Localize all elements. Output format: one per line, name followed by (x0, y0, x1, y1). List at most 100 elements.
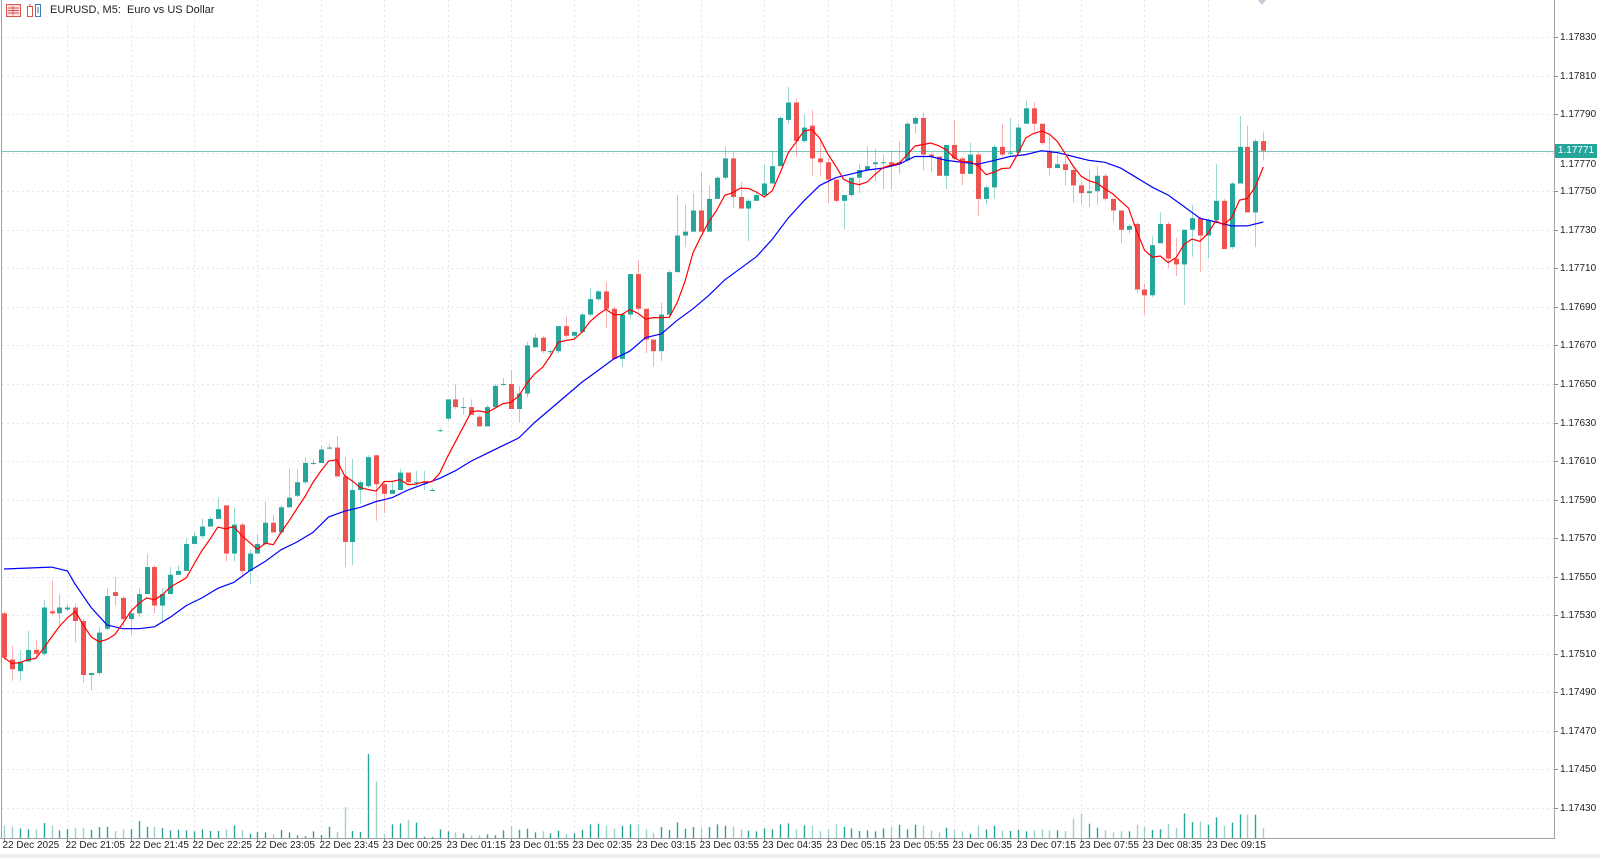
candle (849, 177, 854, 197)
price-tick-label: 1.17490 (1560, 686, 1597, 698)
candle (873, 148, 878, 182)
candle (1238, 116, 1243, 184)
candle-body (73, 607, 78, 622)
candle-body (651, 339, 656, 352)
chart-menu-icon[interactable] (6, 3, 21, 17)
candle-body (937, 156, 942, 176)
candle-body (588, 299, 593, 315)
candle-body (1055, 164, 1060, 169)
candle (287, 468, 292, 508)
candle (976, 152, 981, 217)
candle-body (612, 308, 617, 359)
candle (746, 198, 751, 242)
time-tick-label: 23 Dec 01:15 (446, 840, 507, 851)
candle-body (818, 158, 823, 163)
candle-body (1119, 210, 1124, 230)
candle-body (208, 518, 213, 527)
candle (26, 630, 31, 662)
candle-body (477, 416, 482, 427)
candle (865, 146, 870, 172)
candle (810, 110, 815, 176)
candle (786, 87, 791, 124)
time-tick-label: 22 Dec 2025 (2, 840, 60, 851)
candle-body (1127, 225, 1132, 230)
candle-body (145, 567, 150, 595)
time-tick-label: 23 Dec 09:15 (1206, 840, 1267, 851)
chart-shift-marker-icon[interactable] (1258, 0, 1266, 5)
candle (374, 455, 379, 521)
candle (271, 515, 276, 533)
candle-body (541, 337, 546, 352)
bottom-edge (0, 854, 1600, 858)
candle-body (517, 393, 522, 410)
candle-body (1190, 218, 1195, 230)
candle (390, 482, 395, 494)
candle (770, 150, 775, 184)
candle (1198, 216, 1203, 273)
candle-body (1063, 164, 1068, 170)
candle-body (152, 567, 157, 606)
candle-body (57, 607, 62, 614)
candle-body (1103, 175, 1108, 199)
candle-body (1174, 258, 1179, 265)
candle (802, 114, 807, 144)
candle (596, 289, 601, 302)
candle-body (406, 472, 411, 483)
candle (192, 532, 197, 544)
candle-body (501, 383, 506, 385)
candle (65, 603, 70, 612)
candle (263, 501, 268, 546)
candle-body (556, 326, 561, 352)
candle (913, 116, 918, 134)
candle (1063, 156, 1068, 186)
candle (1119, 210, 1124, 244)
candle-body (873, 162, 878, 165)
time-tick-label: 23 Dec 01:55 (509, 840, 570, 851)
candle-body (762, 183, 767, 196)
candle-body (200, 526, 205, 537)
candle-body (382, 484, 387, 494)
candle-body (279, 507, 284, 533)
candle-body (113, 592, 118, 596)
candle (1055, 154, 1060, 169)
candle (422, 470, 427, 490)
candle (533, 333, 538, 348)
candle-body (160, 594, 165, 606)
candle-body (1040, 123, 1045, 144)
candle-body (248, 553, 253, 571)
candle-body (1182, 229, 1187, 265)
chart-properties-icon[interactable] (27, 3, 42, 17)
candle-body (723, 158, 728, 178)
candle (834, 179, 839, 203)
candle (556, 326, 561, 354)
current-price-label: 1.17771 (1555, 144, 1597, 158)
candle (406, 472, 411, 485)
candle (279, 505, 284, 535)
candle-body (746, 200, 751, 209)
candle (723, 146, 728, 180)
candle-body (1111, 198, 1116, 211)
candle-body (794, 102, 799, 142)
candle (477, 414, 482, 427)
candle (984, 185, 989, 205)
candle-body (414, 482, 419, 484)
candle-body (129, 613, 134, 620)
price-tick-label: 1.17430 (1560, 802, 1597, 814)
candle (1071, 168, 1076, 203)
candle (1087, 169, 1092, 207)
price-tick-label: 1.17530 (1560, 609, 1597, 621)
candle-body (754, 195, 759, 201)
chart-title: EURUSD, M5: Euro vs US Dollar (50, 4, 215, 16)
candle-body (295, 482, 300, 496)
candle-body (913, 117, 918, 124)
candle (255, 534, 260, 554)
candle-body (10, 659, 15, 670)
candle (208, 516, 213, 527)
candle-body (509, 383, 514, 410)
candle (311, 459, 316, 465)
candle (461, 397, 466, 415)
candle (604, 281, 609, 329)
candle (446, 399, 451, 421)
